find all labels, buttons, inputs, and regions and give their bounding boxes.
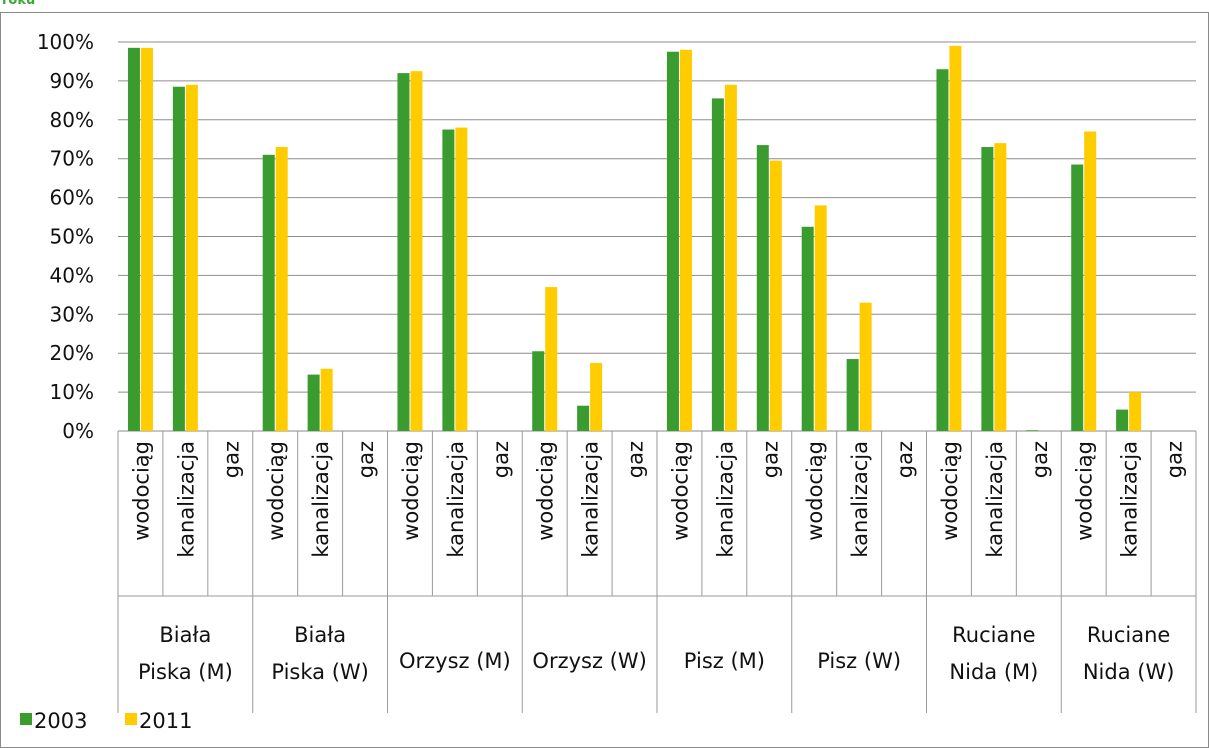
bar-2003 — [1071, 164, 1084, 431]
bar-2011 — [994, 143, 1007, 431]
bar-2003 — [397, 73, 410, 432]
bar-2011 — [185, 84, 198, 431]
category-label: wodociąg — [668, 441, 692, 541]
category-label: kanalizacja — [1118, 441, 1142, 558]
bar-2003 — [1026, 430, 1039, 431]
category-label: gaz — [1163, 441, 1187, 478]
y-tick-label: 50% — [50, 225, 94, 249]
bar-2003 — [1116, 409, 1129, 431]
legend-swatch-2011 — [125, 713, 137, 725]
category-label: kanalizacja — [983, 441, 1007, 558]
category-label: gaz — [354, 441, 378, 478]
group-label: Piska (W) — [271, 660, 368, 684]
bars — [127, 45, 1142, 432]
bar-2011 — [455, 127, 468, 431]
bar-2003 — [981, 147, 994, 431]
bar-2011 — [140, 47, 153, 432]
bar-2003 — [262, 154, 275, 431]
bar-2011 — [590, 362, 603, 431]
y-tick-label: 80% — [50, 108, 94, 132]
category-label: kanalizacja — [848, 441, 872, 558]
y-tick-label: 100% — [37, 30, 94, 54]
bar-2003 — [577, 405, 590, 431]
legend-label: 2003 — [34, 709, 87, 733]
legend: 2003 2011 — [20, 709, 192, 733]
bar-2011 — [724, 84, 737, 431]
bar-2003 — [801, 226, 814, 431]
group-label: Orzysz (W) — [532, 649, 646, 673]
bar-2003 — [172, 86, 185, 432]
bar-2011 — [275, 147, 288, 431]
bar-2003 — [307, 374, 320, 431]
bar-2003 — [442, 129, 455, 431]
category-label: kanalizacja — [579, 441, 603, 558]
bar-2003 — [532, 351, 545, 431]
group-label: Nida (M) — [949, 660, 1038, 684]
category-label: wodociąg — [938, 441, 962, 541]
bar-2011 — [814, 205, 827, 431]
bar-2011 — [769, 160, 782, 431]
y-tick-label: 0% — [62, 419, 94, 443]
category-label: wodociąg — [1073, 441, 1097, 541]
bar-2011 — [545, 287, 558, 431]
group-label: Biała — [159, 623, 211, 647]
category-label: kanalizacja — [174, 441, 198, 558]
chart-title-fragment: roku — [2, 0, 36, 8]
category-label: wodociąg — [534, 441, 558, 541]
group-label: Ruciane — [1087, 623, 1170, 647]
y-tick-label: 30% — [50, 302, 94, 326]
category-label: gaz — [893, 441, 917, 478]
y-tick-label: 10% — [50, 380, 94, 404]
category-label: wodociąg — [803, 441, 827, 541]
bar-2011 — [859, 302, 872, 431]
category-label: wodociąg — [264, 441, 288, 541]
category-label: gaz — [219, 441, 243, 478]
category-label: gaz — [489, 441, 513, 478]
group-label: Nida (W) — [1083, 660, 1175, 684]
y-tick-label: 20% — [50, 341, 94, 365]
y-tick-label: 40% — [50, 263, 94, 287]
category-label: wodociąg — [129, 441, 153, 541]
y-axis-tick-labels: 0% 10% 20% 30% 40% 50% 60% 70% 80% 90% 100% — [37, 30, 94, 443]
bar-2003 — [846, 359, 859, 431]
category-label: gaz — [758, 441, 782, 478]
y-tick-label: 60% — [50, 186, 94, 210]
bar-2003 — [666, 51, 679, 431]
group-label: Pisz (W) — [817, 649, 901, 673]
category-label: kanalizacja — [713, 441, 737, 558]
bar-2003 — [936, 69, 949, 431]
bar-2011 — [320, 368, 333, 431]
bar-2011 — [679, 49, 692, 431]
bar-2003 — [127, 47, 140, 432]
group-label: Ruciane — [952, 623, 1035, 647]
category-label: gaz — [624, 441, 648, 478]
group-label: Pisz (M) — [684, 649, 765, 673]
bar-2011 — [949, 45, 962, 431]
category-label: gaz — [1028, 441, 1052, 478]
group-label: Orzysz (M) — [399, 649, 511, 673]
bar-2011 — [1084, 131, 1097, 431]
bar-2011 — [410, 71, 423, 432]
x-axis: wodociąg kanalizacja gaz wodociąg kanalizacj… — [117, 431, 1197, 713]
bar-2003 — [756, 145, 769, 431]
bar-2011 — [1129, 392, 1142, 431]
group-label: Piska (M) — [138, 660, 233, 684]
category-label: kanalizacja — [444, 441, 468, 558]
legend-swatch-2003 — [20, 713, 32, 725]
category-label: kanalizacja — [309, 441, 333, 558]
category-label: wodociąg — [399, 441, 423, 541]
y-tick-label: 70% — [50, 147, 94, 171]
legend-label: 2011 — [139, 709, 192, 733]
y-tick-label: 90% — [50, 69, 94, 93]
group-label: Biała — [294, 623, 346, 647]
bar-2003 — [711, 98, 724, 431]
